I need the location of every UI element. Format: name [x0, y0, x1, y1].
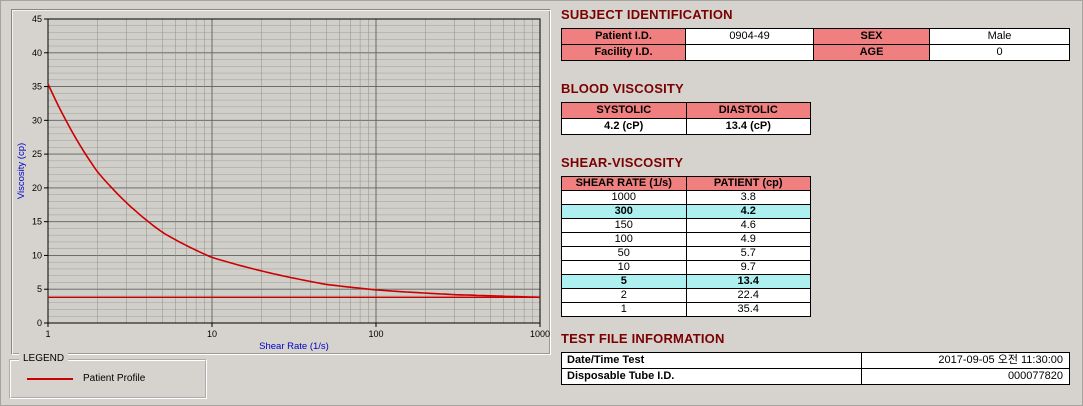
facility-id-value — [685, 44, 814, 61]
shear-rate-cell: 50 — [561, 246, 687, 261]
shear-rate-cell: 100 — [561, 232, 687, 247]
patient-cp-cell: 4.2 — [685, 204, 811, 219]
shear-rate-cell: 1 — [561, 302, 687, 317]
section-shear-viscosity: SHEAR-VISCOSITY SHEAR RATE (1/s) PATIENT… — [561, 155, 1074, 317]
tube-id-label: Disposable Tube I.D. — [561, 368, 862, 385]
shear-rate-cell: 2 — [561, 288, 687, 303]
blood-value-row: 4.2 (cP) 13.4 (cP) — [561, 118, 811, 135]
svg-text:Viscosity (cp): Viscosity (cp) — [16, 143, 27, 199]
svg-text:0: 0 — [37, 318, 42, 328]
section-title-shear: SHEAR-VISCOSITY — [561, 155, 684, 170]
patient-cp-cell: 4.9 — [685, 232, 811, 247]
systolic-header: SYSTOLIC — [561, 102, 687, 119]
test-file-row: Disposable Tube I.D. 000077820 — [561, 368, 1070, 385]
patient-id-value: 0904-49 — [685, 28, 814, 45]
patient-cp-cell: 13.4 — [685, 274, 811, 289]
patient-cp-cell: 35.4 — [685, 302, 811, 317]
shear-row: 2 22.4 — [561, 288, 811, 303]
systolic-value: 4.2 (cP) — [561, 118, 687, 135]
viscosity-chart-panel: 0 5 10 15 20 25 30 35 40 45 1 10 100 1000 Shear Rate (… — [11, 9, 551, 355]
viscosity-chart: 0 5 10 15 20 25 30 35 40 45 1 10 100 1000 Shear Rate (… — [16, 14, 550, 352]
shear-row: 5 13.4 — [561, 274, 811, 289]
svg-text:30: 30 — [32, 115, 42, 125]
section-blood-viscosity: BLOOD VISCOSITY SYSTOLIC DIASTOLIC 4.2 (… — [561, 81, 1074, 135]
legend-item-label: Patient Profile — [83, 373, 146, 384]
shear-row: 10 9.7 — [561, 260, 811, 275]
subject-table: Patient I.D. 0904-49 SEX Male Facility I… — [561, 28, 1070, 61]
shear-row: 150 4.6 — [561, 218, 811, 233]
report-panel: SUBJECT IDENTIFICATION Patient I.D. 0904… — [561, 7, 1074, 405]
age-value: 0 — [929, 44, 1070, 61]
patient-cp-cell: 22.4 — [685, 288, 811, 303]
blood-viscosity-table: SYSTOLIC DIASTOLIC 4.2 (cP) 13.4 (cP) — [561, 102, 811, 135]
subject-row: Facility I.D. AGE 0 — [561, 44, 1070, 61]
shear-rate-cell: 300 — [561, 204, 687, 219]
shear-row: 50 5.7 — [561, 246, 811, 261]
tube-id-value: 000077820 — [861, 368, 1070, 385]
svg-text:25: 25 — [32, 149, 42, 159]
patient-cp-cell: 4.6 — [685, 218, 811, 233]
section-title-testfile: TEST FILE INFORMATION — [561, 331, 725, 346]
svg-text:10: 10 — [207, 329, 217, 339]
facility-id-label: Facility I.D. — [561, 44, 686, 61]
diastolic-header: DIASTOLIC — [685, 102, 811, 119]
patient-id-label: Patient I.D. — [561, 28, 686, 45]
date-time-label: Date/Time Test — [561, 352, 862, 369]
svg-text:5: 5 — [37, 284, 42, 294]
svg-text:1: 1 — [45, 329, 50, 339]
test-file-row: Date/Time Test 2017-09-05 오전 11:30:00 — [561, 352, 1070, 369]
patient-profile-line-swatch — [27, 377, 73, 380]
age-label: AGE — [813, 44, 930, 61]
patient-cp-cell: 5.7 — [685, 246, 811, 261]
svg-text:45: 45 — [32, 14, 42, 24]
shear-rate-cell: 5 — [561, 274, 687, 289]
svg-text:35: 35 — [32, 82, 42, 92]
svg-text:1000: 1000 — [530, 329, 550, 339]
section-test-file-information: TEST FILE INFORMATION Date/Time Test 201… — [561, 331, 1074, 385]
shear-row: 1 35.4 — [561, 302, 811, 317]
svg-text:10: 10 — [32, 250, 42, 260]
svg-text:15: 15 — [32, 217, 42, 227]
svg-text:100: 100 — [368, 329, 383, 339]
sex-value: Male — [929, 28, 1070, 45]
section-subject-identification: SUBJECT IDENTIFICATION Patient I.D. 0904… — [561, 7, 1074, 61]
svg-text:20: 20 — [32, 183, 42, 193]
blood-header-row: SYSTOLIC DIASTOLIC — [561, 102, 811, 119]
shear-rate-cell: 10 — [561, 260, 687, 275]
shear-header-row: SHEAR RATE (1/s) PATIENT (cp) — [561, 176, 811, 191]
shear-row: 100 4.9 — [561, 232, 811, 247]
patient-cp-header: PATIENT (cp) — [685, 176, 811, 191]
subject-row: Patient I.D. 0904-49 SEX Male — [561, 28, 1070, 45]
svg-text:Shear Rate (1/s): Shear Rate (1/s) — [259, 341, 329, 352]
shear-rate-cell: 150 — [561, 218, 687, 233]
sex-label: SEX — [813, 28, 930, 45]
shear-rate-cell: 1000 — [561, 190, 687, 205]
shear-rate-header: SHEAR RATE (1/s) — [561, 176, 687, 191]
svg-text:40: 40 — [32, 48, 42, 58]
legend-title: LEGEND — [19, 353, 69, 364]
date-time-value: 2017-09-05 오전 11:30:00 — [861, 352, 1070, 369]
section-title-blood: BLOOD VISCOSITY — [561, 81, 684, 96]
diastolic-value: 13.4 (cP) — [685, 118, 811, 135]
section-title-subject: SUBJECT IDENTIFICATION — [561, 7, 733, 22]
legend-item: Patient Profile — [11, 361, 205, 384]
patient-cp-cell: 9.7 — [685, 260, 811, 275]
patient-cp-cell: 3.8 — [685, 190, 811, 205]
legend-box: LEGEND Patient Profile — [9, 353, 207, 399]
test-file-table: Date/Time Test 2017-09-05 오전 11:30:00 Di… — [561, 352, 1070, 385]
shear-viscosity-table: SHEAR RATE (1/s) PATIENT (cp) 1000 3.8 300… — [561, 176, 811, 317]
shear-row: 300 4.2 — [561, 204, 811, 219]
shear-row: 1000 3.8 — [561, 190, 811, 205]
